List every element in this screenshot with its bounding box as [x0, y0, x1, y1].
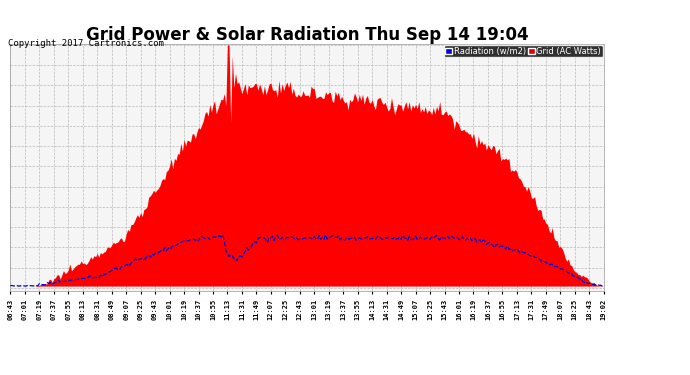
Legend: Radiation (w/m2), Grid (AC Watts): Radiation (w/m2), Grid (AC Watts): [444, 45, 603, 57]
Title: Grid Power & Solar Radiation Thu Sep 14 19:04: Grid Power & Solar Radiation Thu Sep 14 …: [86, 26, 529, 44]
Text: Copyright 2017 Cartronics.com: Copyright 2017 Cartronics.com: [8, 39, 164, 48]
